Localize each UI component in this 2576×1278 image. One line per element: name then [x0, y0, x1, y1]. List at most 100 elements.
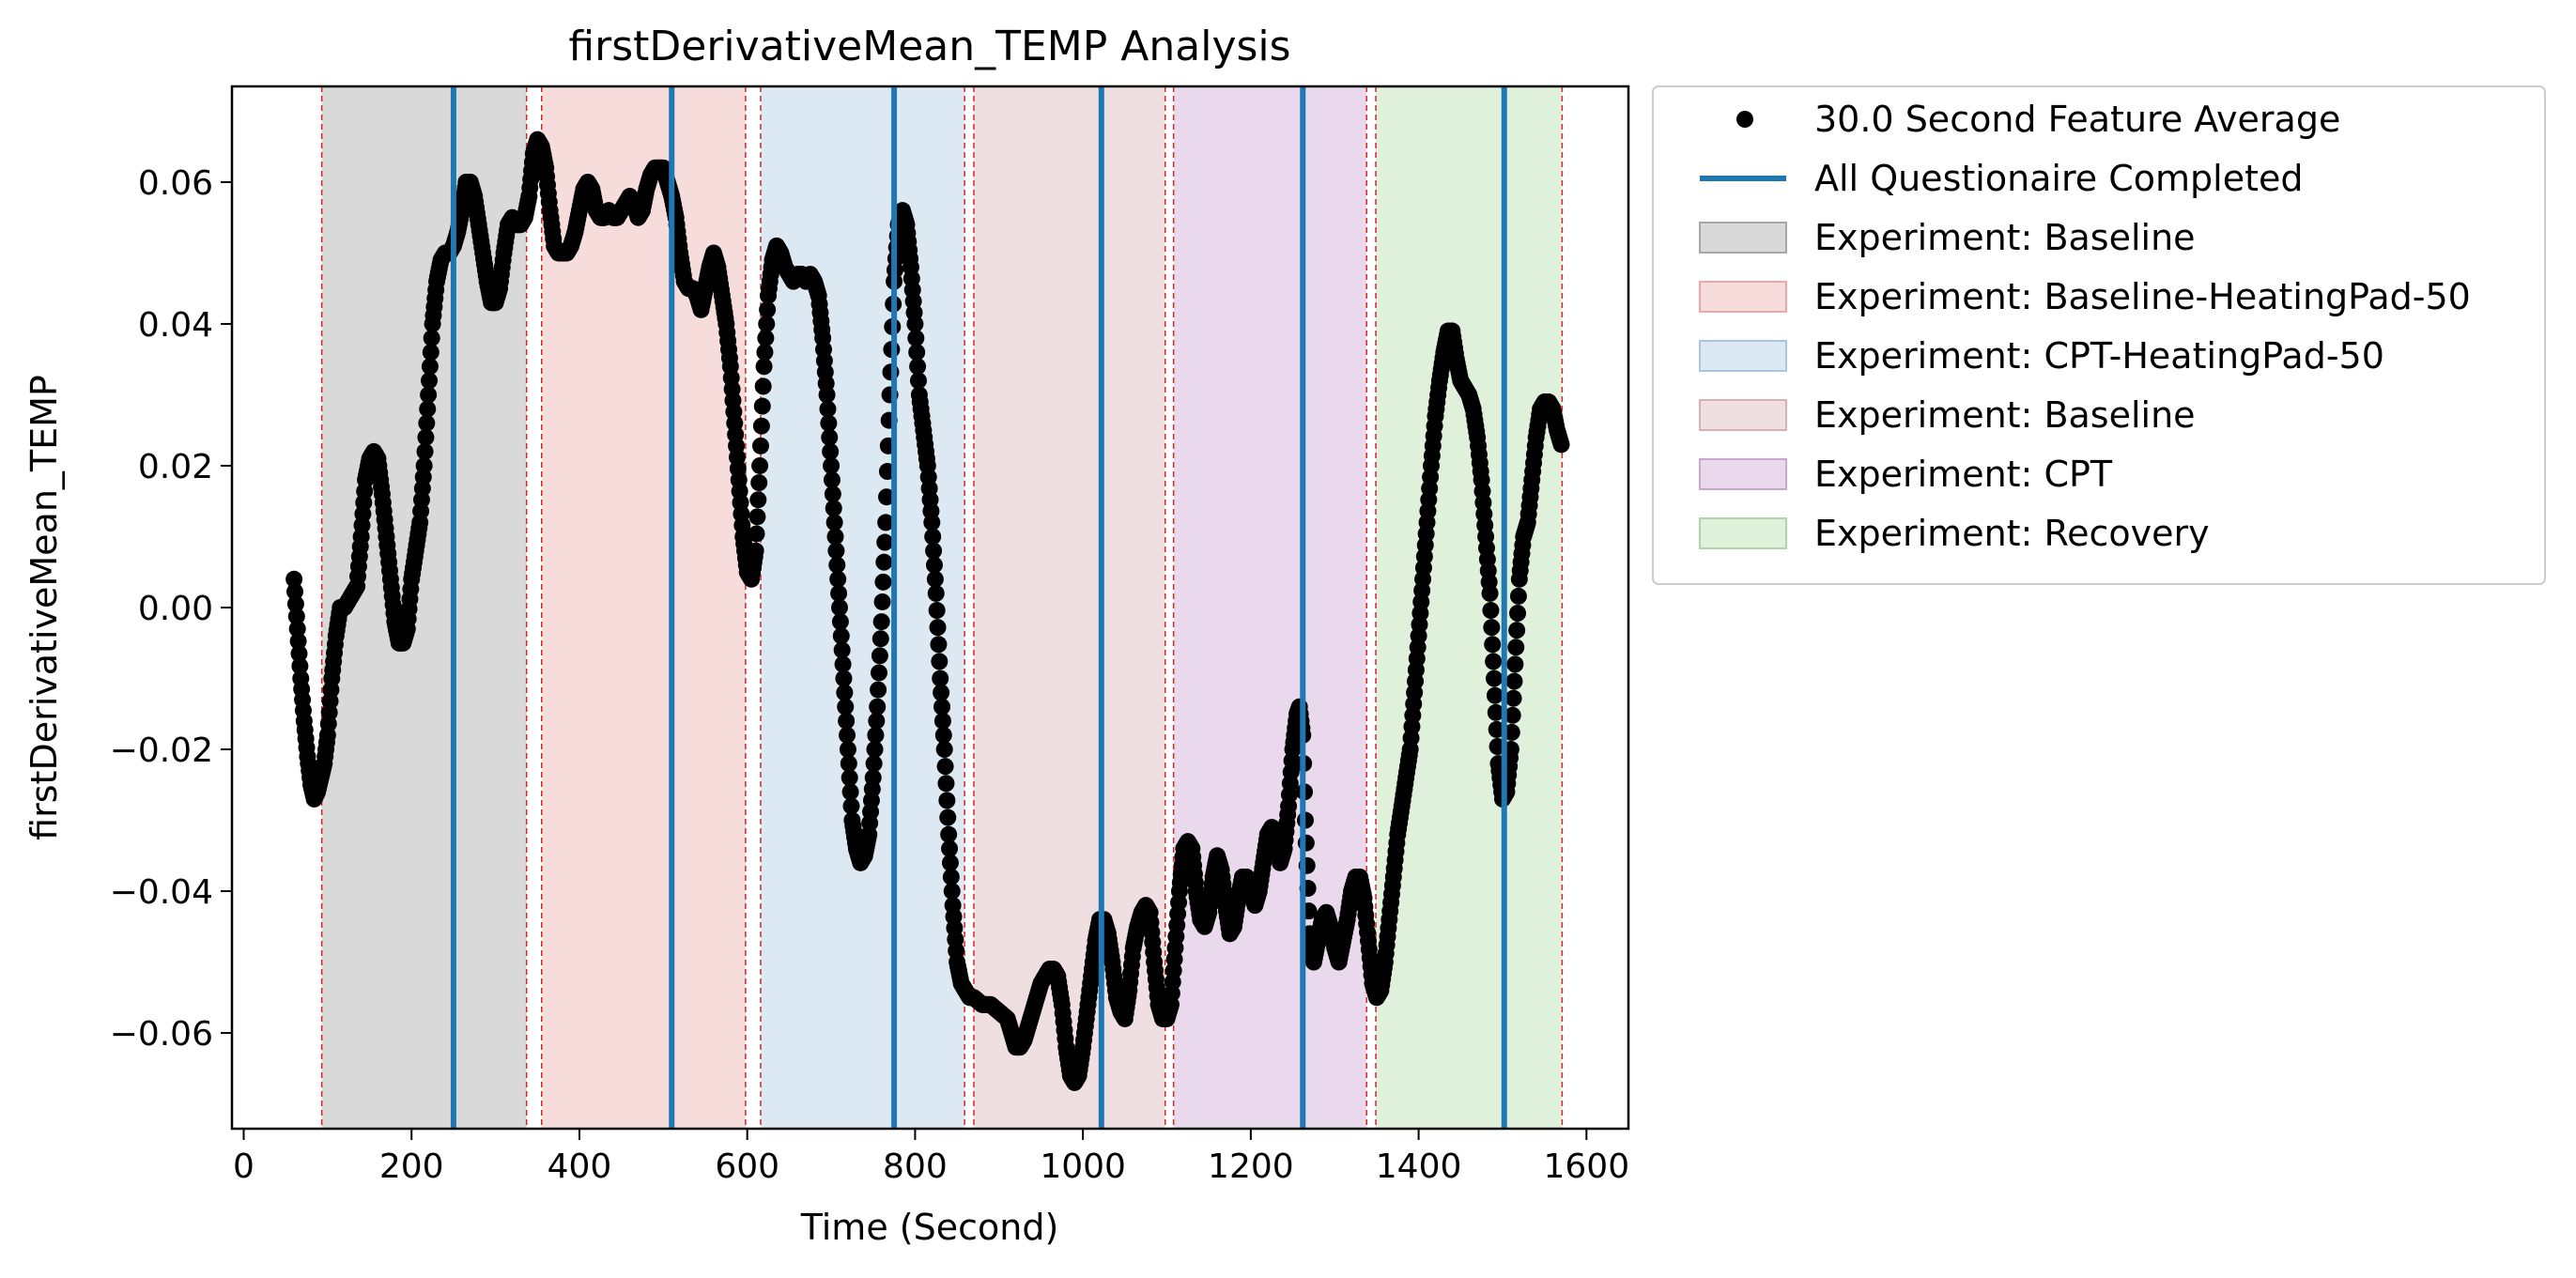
legend-marker-points: [1736, 111, 1753, 128]
y-tick-label: 0.06: [138, 164, 213, 203]
data-point: [830, 599, 848, 616]
data-point: [867, 726, 885, 744]
x-axis-label: Time (Second): [800, 1207, 1059, 1248]
data-point: [823, 456, 841, 474]
y-tick-label: −0.04: [110, 873, 213, 912]
data-point: [932, 670, 949, 687]
data-point: [870, 664, 887, 682]
data-point: [423, 330, 440, 347]
legend-label-phase-1: Experiment: Baseline: [1814, 217, 2196, 258]
data-point: [875, 553, 893, 571]
data-point: [907, 330, 925, 347]
data-point: [923, 514, 941, 531]
data-point: [753, 397, 771, 415]
data-point: [927, 584, 945, 602]
data-point: [935, 741, 953, 759]
data-point: [419, 400, 437, 418]
data-point: [1507, 639, 1525, 656]
data-point: [931, 653, 949, 670]
data-point: [1486, 670, 1504, 687]
data-point: [1509, 605, 1527, 623]
data-point: [937, 775, 955, 793]
phase-span-6: [1376, 86, 1563, 1129]
data-point: [749, 491, 767, 509]
data-point: [289, 632, 307, 650]
legend-label-points: 30.0 Second Feature Average: [1814, 99, 2340, 140]
data-point: [833, 641, 851, 659]
x-tick-label: 1000: [1040, 1147, 1126, 1186]
x-tick-label: 0: [233, 1147, 255, 1186]
data-point: [832, 627, 850, 645]
data-point: [818, 386, 836, 404]
data-point: [878, 488, 896, 506]
data-point: [290, 645, 308, 663]
data-point: [864, 769, 882, 787]
data-point: [841, 769, 858, 787]
legend-swatch-phase-1: [1699, 222, 1787, 254]
data-point: [836, 684, 854, 701]
data-point: [820, 414, 838, 432]
y-tick-label: 0.02: [138, 448, 213, 486]
data-point: [925, 556, 943, 574]
data-point: [1505, 672, 1523, 690]
data-point: [840, 755, 857, 773]
data-point: [1508, 622, 1526, 639]
y-tick-label: −0.02: [110, 731, 213, 770]
data-point: [924, 528, 942, 546]
data-point: [941, 839, 959, 857]
y-tick-label: 0.04: [138, 306, 213, 345]
data-point: [825, 500, 842, 517]
legend-label-phase-6: Experiment: Recovery: [1814, 513, 2210, 554]
legend: 30.0 Second Feature Average All Questiona…: [1652, 85, 2546, 585]
data-point: [865, 755, 883, 773]
questionnaire-lines: [450, 86, 1507, 1129]
data-point: [415, 456, 433, 474]
data-point: [928, 602, 946, 620]
data-point: [824, 485, 841, 503]
legend-label-questionnaire: All Questionaire Completed: [1814, 158, 2304, 199]
data-point: [909, 372, 927, 390]
data-point: [943, 883, 961, 901]
legend-swatch-phase-2: [1699, 281, 1787, 313]
legend-swatch-phase-5: [1699, 458, 1787, 490]
data-point: [421, 372, 439, 390]
data-point: [940, 825, 958, 843]
y-tick-label: −0.06: [110, 1015, 213, 1054]
chart-title: firstDerivativeMean_TEMP Analysis: [568, 23, 1290, 70]
data-point: [757, 330, 775, 347]
data-point: [877, 514, 895, 531]
data-point: [286, 583, 304, 601]
data-point: [819, 400, 837, 418]
data-point: [821, 428, 839, 446]
data-point: [842, 797, 860, 815]
data-point: [755, 358, 773, 376]
x-tick-label: 400: [548, 1147, 612, 1186]
x-tick-label: 200: [379, 1147, 444, 1186]
y-tick-label: 0.00: [138, 590, 213, 628]
data-point: [839, 726, 856, 744]
data-point: [872, 630, 889, 648]
data-point: [1509, 587, 1527, 605]
data-point: [823, 471, 841, 489]
data-point: [751, 437, 769, 454]
legend-swatch-phase-3: [1699, 340, 1787, 372]
data-point: [870, 681, 887, 699]
data-point: [1487, 703, 1504, 721]
data-point: [925, 542, 943, 560]
data-point: [291, 657, 309, 675]
data-point: [876, 533, 894, 551]
data-point: [930, 636, 948, 654]
data-point: [871, 647, 888, 665]
data-point: [418, 414, 436, 432]
data-point: [942, 868, 960, 885]
data-point: [934, 726, 952, 744]
data-point: [756, 344, 774, 362]
data-point: [908, 344, 926, 362]
data-point: [874, 573, 892, 591]
data-point: [417, 428, 435, 446]
data-point: [941, 854, 959, 871]
legend-label-phase-3: Experiment: CPT-HeatingPad-50: [1814, 335, 2384, 377]
data-point: [838, 712, 856, 730]
data-point: [287, 608, 305, 625]
data-point: [758, 315, 776, 332]
